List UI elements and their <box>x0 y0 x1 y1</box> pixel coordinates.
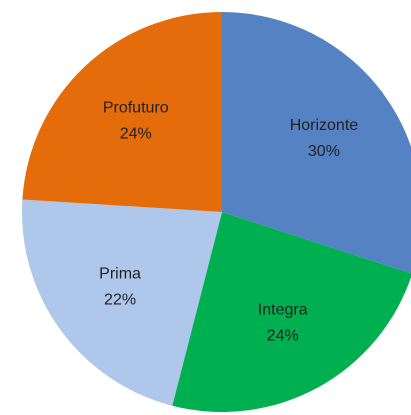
slice-value: 30% <box>308 143 340 160</box>
slice-value: 22% <box>104 291 136 308</box>
pie-slice <box>22 12 223 212</box>
slice-label: Horizonte <box>290 117 359 134</box>
pie-slice <box>21 199 222 406</box>
slice-label: Prima <box>99 265 141 282</box>
pie-slice <box>222 12 411 274</box>
pie-slice <box>172 212 411 412</box>
slice-label: Profuturo <box>103 99 169 116</box>
slice-label: Integra <box>258 302 308 319</box>
slice-value: 24% <box>120 125 152 142</box>
slice-value: 24% <box>267 328 299 345</box>
